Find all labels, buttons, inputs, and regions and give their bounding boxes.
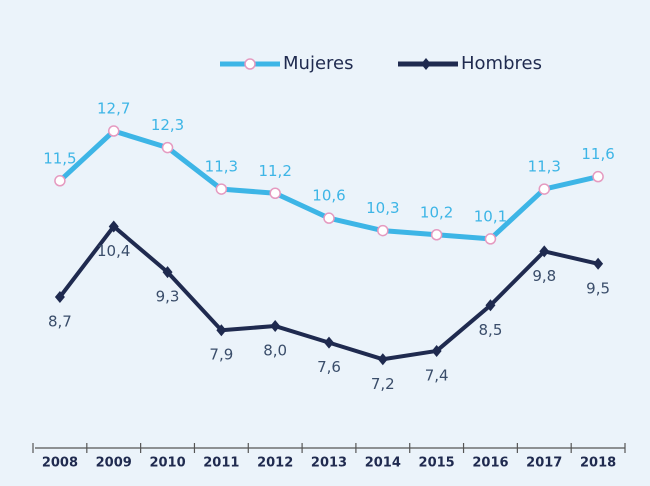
data-label: 8,7 — [48, 313, 72, 331]
point — [270, 320, 281, 333]
data-label: 11,5 — [43, 149, 76, 167]
point — [216, 324, 227, 337]
x-tick-label: 2010 — [149, 456, 185, 471]
data-label: 11,6 — [581, 145, 614, 163]
point — [430, 229, 443, 241]
x-tick-label: 2015 — [419, 456, 455, 471]
point — [593, 257, 604, 270]
data-label: 9,3 — [156, 288, 180, 306]
data-label: 12,3 — [151, 116, 184, 134]
point — [215, 183, 228, 195]
data-label: 7,4 — [425, 366, 449, 384]
data-label: 8,5 — [479, 321, 503, 339]
point — [323, 212, 335, 224]
point — [592, 170, 604, 183]
data-label: 12,7 — [97, 100, 130, 118]
x-tick-label: 2008 — [42, 456, 78, 471]
data-label: 9,5 — [586, 279, 610, 297]
data-label: 11,3 — [528, 158, 561, 176]
x-tick-label: 2017 — [526, 456, 562, 471]
point — [54, 291, 65, 303]
data-label: 10,4 — [97, 242, 130, 260]
point — [539, 245, 550, 258]
x-tick-label: 2009 — [96, 456, 132, 471]
point — [484, 233, 497, 245]
legend-label: Hombres — [461, 53, 542, 74]
point — [377, 224, 389, 237]
point — [269, 187, 281, 199]
data-label: 8,0 — [263, 342, 287, 360]
point — [162, 266, 173, 279]
x-tick-label: 2016 — [472, 456, 508, 471]
data-label: 10,3 — [366, 199, 399, 217]
x-tick-label: 2012 — [257, 456, 293, 471]
data-label: 10,1 — [474, 207, 507, 225]
data-label: 11,2 — [258, 162, 291, 180]
point — [377, 353, 388, 366]
data-label: 7,9 — [209, 346, 233, 364]
point — [161, 141, 174, 154]
data-label: 11,3 — [205, 158, 238, 176]
x-tick-label: 2018 — [580, 456, 616, 471]
data-label: 7,6 — [317, 358, 341, 376]
x-tick-label: 2014 — [365, 456, 401, 471]
point — [324, 336, 334, 349]
data-label: 10,6 — [312, 187, 345, 205]
point — [485, 299, 496, 312]
legend-marker — [421, 58, 431, 70]
data-label: 10,2 — [420, 203, 453, 221]
point — [54, 175, 66, 187]
data-label: 7,2 — [371, 375, 395, 393]
point — [108, 220, 119, 233]
data-label: 9,8 — [532, 267, 556, 285]
legend-marker — [244, 58, 256, 70]
point — [431, 344, 442, 357]
x-tick-label: 2011 — [203, 456, 239, 471]
point — [107, 125, 120, 137]
point — [538, 183, 551, 195]
x-tick-label: 2013 — [311, 456, 347, 471]
legend-label: Mujeres — [283, 53, 353, 74]
